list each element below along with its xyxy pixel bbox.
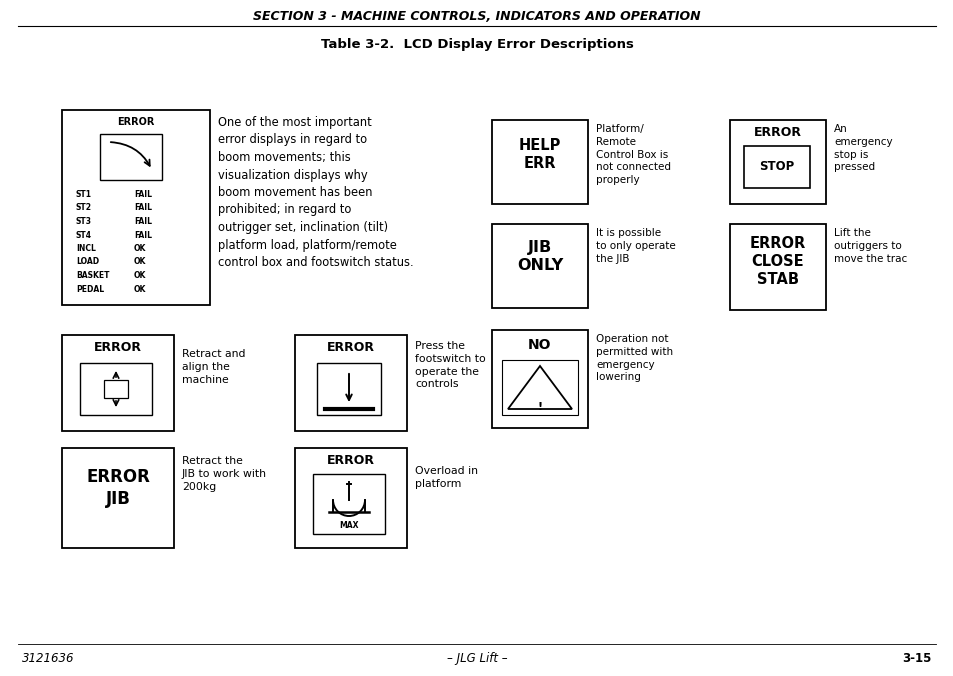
- Text: PEDAL: PEDAL: [76, 285, 104, 293]
- Bar: [316, 363, 380, 415]
- Text: OK: OK: [133, 244, 146, 253]
- Text: MAX: MAX: [339, 521, 358, 530]
- Bar: [492, 330, 587, 428]
- Text: STOP: STOP: [759, 160, 794, 174]
- Text: !: !: [537, 402, 542, 412]
- Text: OK: OK: [133, 285, 146, 293]
- Bar: [492, 224, 587, 308]
- Text: Operation not
permitted with
emergency
lowering: Operation not permitted with emergency l…: [596, 334, 673, 383]
- Text: 3121636: 3121636: [22, 652, 74, 665]
- Text: FAIL: FAIL: [133, 190, 152, 199]
- Bar: [501, 360, 578, 415]
- Text: FAIL: FAIL: [133, 203, 152, 212]
- Text: LOAD: LOAD: [76, 258, 99, 266]
- Bar: [62, 448, 173, 548]
- Text: One of the most important
error displays in regard to
boom movements; this
visua: One of the most important error displays…: [218, 116, 414, 269]
- Text: Overload in
platform: Overload in platform: [415, 466, 477, 489]
- Text: An
emergency
stop is
pressed: An emergency stop is pressed: [833, 124, 892, 172]
- Bar: [313, 474, 385, 534]
- Text: ERROR
JIB: ERROR JIB: [86, 468, 150, 508]
- Bar: [729, 224, 825, 310]
- Bar: [743, 146, 809, 188]
- Text: Platform/
Remote
Control Box is
not connected
properly: Platform/ Remote Control Box is not conn…: [596, 124, 670, 185]
- Text: Retract the
JIB to work with
200kg: Retract the JIB to work with 200kg: [182, 456, 267, 491]
- Bar: [294, 335, 407, 431]
- Text: FAIL: FAIL: [133, 217, 152, 226]
- Text: ERROR: ERROR: [327, 341, 375, 354]
- Text: – JLG Lift –: – JLG Lift –: [446, 652, 507, 665]
- Bar: [62, 110, 210, 305]
- Text: FAIL: FAIL: [133, 231, 152, 239]
- Text: ST2: ST2: [76, 203, 91, 212]
- Text: BASKET: BASKET: [76, 271, 110, 280]
- Text: Press the
footswitch to
operate the
controls: Press the footswitch to operate the cont…: [415, 341, 485, 389]
- Text: Lift the
outriggers to
move the trac: Lift the outriggers to move the trac: [833, 228, 906, 264]
- Text: 3-15: 3-15: [902, 652, 931, 665]
- Bar: [80, 363, 152, 415]
- Text: ERROR: ERROR: [117, 117, 154, 127]
- Text: NO: NO: [528, 338, 551, 352]
- Text: OK: OK: [133, 271, 146, 280]
- Text: ERROR
CLOSE
STAB: ERROR CLOSE STAB: [749, 236, 805, 287]
- Text: Retract and
align the
machine: Retract and align the machine: [182, 349, 245, 385]
- Text: SECTION 3 - MACHINE CONTROLS, INDICATORS AND OPERATION: SECTION 3 - MACHINE CONTROLS, INDICATORS…: [253, 10, 700, 23]
- Text: It is possible
to only operate
the JIB: It is possible to only operate the JIB: [596, 228, 675, 264]
- Bar: [294, 448, 407, 548]
- Text: ERROR: ERROR: [327, 454, 375, 467]
- Text: HELP
ERR: HELP ERR: [518, 138, 560, 171]
- Bar: [100, 134, 162, 180]
- Bar: [104, 380, 128, 398]
- Text: ST4: ST4: [76, 231, 91, 239]
- Text: INCL: INCL: [76, 244, 95, 253]
- Bar: [62, 335, 173, 431]
- Text: OK: OK: [133, 258, 146, 266]
- Text: ST3: ST3: [76, 217, 91, 226]
- Text: Table 3-2.  LCD Display Error Descriptions: Table 3-2. LCD Display Error Description…: [320, 38, 633, 51]
- Text: ST1: ST1: [76, 190, 91, 199]
- Text: ERROR: ERROR: [753, 126, 801, 139]
- Text: JIB
ONLY: JIB ONLY: [517, 240, 562, 273]
- Bar: [729, 120, 825, 204]
- Text: ERROR: ERROR: [94, 341, 142, 354]
- Bar: [492, 120, 587, 204]
